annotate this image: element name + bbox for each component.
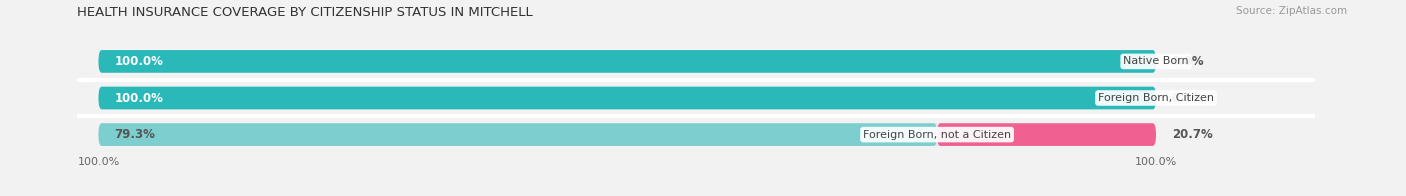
Text: Foreign Born, Citizen: Foreign Born, Citizen	[1098, 93, 1213, 103]
Text: Foreign Born, not a Citizen: Foreign Born, not a Citizen	[863, 130, 1011, 140]
FancyBboxPatch shape	[98, 123, 936, 146]
FancyBboxPatch shape	[98, 123, 1156, 146]
Text: 79.3%: 79.3%	[114, 128, 155, 141]
Text: HEALTH INSURANCE COVERAGE BY CITIZENSHIP STATUS IN MITCHELL: HEALTH INSURANCE COVERAGE BY CITIZENSHIP…	[77, 6, 533, 19]
Text: 100.0%: 100.0%	[114, 55, 163, 68]
Text: 20.7%: 20.7%	[1171, 128, 1212, 141]
FancyBboxPatch shape	[936, 123, 1156, 146]
Text: Source: ZipAtlas.com: Source: ZipAtlas.com	[1236, 6, 1347, 16]
Text: 0.0%: 0.0%	[1171, 55, 1205, 68]
Text: 100.0%: 100.0%	[114, 92, 163, 104]
FancyBboxPatch shape	[98, 87, 1156, 109]
FancyBboxPatch shape	[98, 50, 1156, 73]
Text: Native Born: Native Born	[1123, 56, 1189, 66]
FancyBboxPatch shape	[98, 87, 1156, 109]
FancyBboxPatch shape	[98, 50, 1156, 73]
Text: 0.0%: 0.0%	[1171, 92, 1205, 104]
